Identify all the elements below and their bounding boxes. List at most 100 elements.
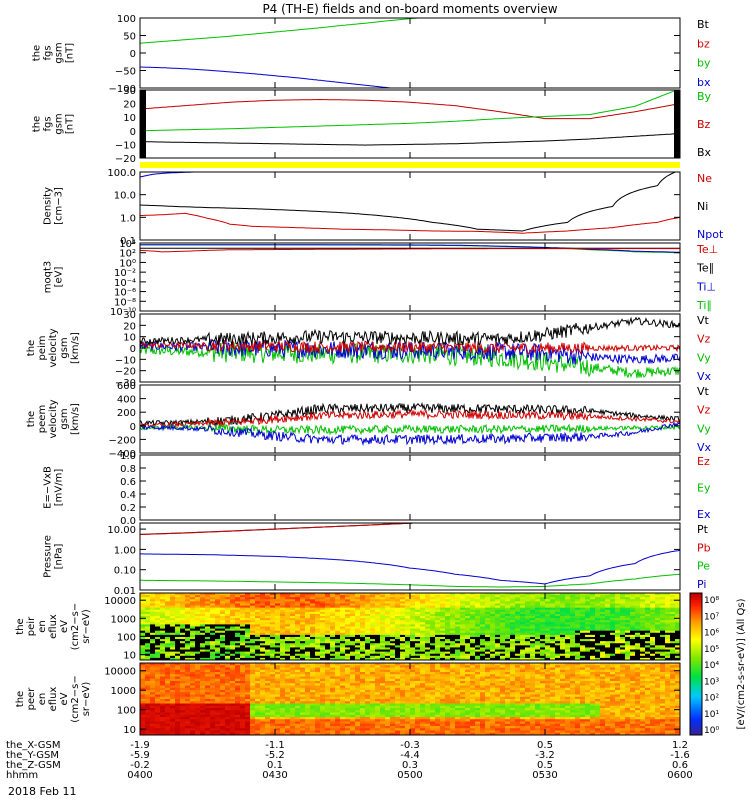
spectrogram-cell <box>580 616 586 619</box>
spectrogram-cell <box>460 657 466 660</box>
spectrogram-cell <box>235 657 241 660</box>
spectrogram-cell <box>390 667 396 671</box>
spectrogram-cell <box>255 672 261 675</box>
spectrogram-cell <box>675 657 680 660</box>
spectrogram-cell <box>155 653 161 657</box>
spectrogram-cell <box>670 663 676 666</box>
spectrogram-cell <box>515 639 521 642</box>
spectrogram-cell <box>360 626 366 630</box>
spectrogram-cell <box>575 645 581 649</box>
spectrogram-cell <box>360 597 366 600</box>
spectrogram-cell <box>495 683 501 687</box>
spectrogram-cell <box>545 639 551 642</box>
spectrogram-cell <box>380 607 386 611</box>
spectrogram-cell <box>180 632 186 636</box>
spectrogram-cell <box>160 649 166 653</box>
spectrogram-cell <box>195 628 201 632</box>
spectrogram-cell <box>480 678 486 682</box>
spectrogram-cell <box>190 641 196 644</box>
spectrogram-cell <box>470 681 476 684</box>
spectrogram-cell <box>410 601 416 605</box>
spectrogram-cell <box>620 676 626 680</box>
spectrogram-cell <box>595 618 601 621</box>
spectrogram-cell <box>665 611 671 615</box>
spectrogram-cell <box>540 651 546 655</box>
spectrogram-cell <box>670 632 676 636</box>
spectrogram-cell <box>535 655 541 659</box>
spectrogram-cell <box>475 632 481 636</box>
spectrogram-cell <box>455 649 461 653</box>
spectrogram-cell <box>230 605 236 609</box>
spectrogram-cell <box>390 649 396 653</box>
spectrogram-cell <box>615 630 621 634</box>
spectrogram-cell <box>235 643 241 646</box>
spectrogram-cell <box>525 595 531 598</box>
spectrogram-cell <box>655 672 661 675</box>
spectrogram-cell <box>160 611 166 615</box>
spectrogram-cell <box>255 616 261 619</box>
spectrogram-cell <box>405 634 411 638</box>
spectrogram-cell <box>625 605 631 609</box>
y-tick-label: 100 <box>117 14 136 25</box>
spectrogram-cell <box>195 685 201 689</box>
spectrogram-cell <box>290 669 296 673</box>
spectrogram-cell <box>515 669 521 673</box>
spectrogram-cell <box>190 611 196 615</box>
spectrogram-cell <box>220 645 226 649</box>
spectrogram-cell <box>605 603 611 607</box>
spectrogram-cell <box>590 657 596 660</box>
spectrogram-cell <box>595 622 601 625</box>
spectrogram-cell <box>180 657 186 660</box>
spectrogram-cell <box>425 676 431 680</box>
spectrogram-cell <box>560 685 566 689</box>
spectrogram-cell <box>230 657 236 660</box>
spectrogram-cell <box>295 616 301 619</box>
spectrogram-cell <box>660 607 666 611</box>
spectrogram-cell <box>255 597 261 600</box>
spectrogram-cell <box>170 622 176 625</box>
spectrogram-cell <box>410 605 416 609</box>
spectrogram-cell <box>475 649 481 653</box>
spectrogram-cell <box>590 651 596 655</box>
spectrogram-cell <box>370 626 376 630</box>
spectrogram-cell <box>455 667 461 671</box>
spectrogram-cell <box>265 628 271 632</box>
spectrogram-cell <box>505 651 511 655</box>
spectrogram-cell <box>365 632 371 636</box>
spectrogram-cell <box>650 607 656 611</box>
spectrogram-cell <box>500 624 506 628</box>
spectrogram-cell <box>575 613 581 617</box>
spectrogram-cell <box>320 599 326 602</box>
spectrogram-cell <box>295 683 301 687</box>
spectrogram-cell <box>595 683 601 687</box>
spectrogram-cell <box>300 663 306 666</box>
spectrogram-cell <box>140 628 146 632</box>
spectrogram-cell <box>655 611 661 615</box>
spectrogram-cell <box>450 630 456 634</box>
spectrogram-cell <box>320 611 326 615</box>
spectrogram-cell <box>645 653 651 657</box>
spectrogram-cell <box>180 645 186 649</box>
spectrogram-cell <box>485 641 491 644</box>
spectrogram-cell <box>625 655 631 659</box>
spectrogram-cell <box>425 657 431 660</box>
spectrogram-cell <box>615 655 621 659</box>
spectrogram-cell <box>530 607 536 611</box>
spectrogram-cell <box>225 613 231 617</box>
y-axis-label-line: (cm2−s− <box>70 603 81 650</box>
spectrogram-cell <box>215 607 221 611</box>
spectrogram-cell <box>310 611 316 615</box>
spectrogram-cell <box>245 632 251 636</box>
spectrogram-cell <box>485 603 491 607</box>
spectrogram-cell <box>310 651 316 655</box>
spectrogram-cell <box>535 636 541 640</box>
spectrogram-cell <box>340 672 346 675</box>
spectrogram-cell <box>370 613 376 617</box>
spectrogram-cell <box>630 665 636 669</box>
spectrogram-cell <box>605 657 611 660</box>
spectrogram-cell <box>255 681 261 684</box>
spectrogram-cell <box>265 655 271 659</box>
spectrogram-cell <box>350 683 356 687</box>
